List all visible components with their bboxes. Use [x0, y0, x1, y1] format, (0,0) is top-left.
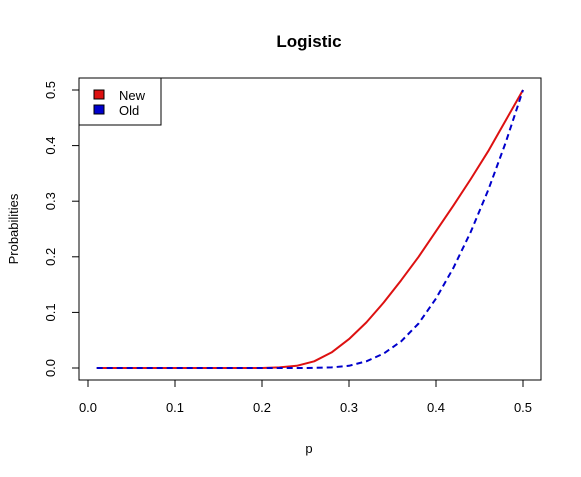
- series-line-old: [96, 89, 524, 369]
- y-axis-title: Probabilities: [6, 193, 21, 264]
- x-axis: 0.0 0.1 0.2 0.3 0.4 0.5: [79, 379, 532, 415]
- legend-box: [78, 77, 162, 126]
- x-axis-title: p: [305, 441, 312, 456]
- y-tick-label: 0.3: [43, 192, 58, 210]
- x-tick-label: 0.5: [514, 400, 532, 415]
- y-tick-label: 0.2: [43, 248, 58, 266]
- y-tick-label: 0.1: [43, 303, 58, 321]
- chart-title: Logistic: [276, 32, 341, 51]
- x-tick-label: 0.2: [253, 400, 271, 415]
- y-axis: 0.0 0.1 0.2 0.3 0.4 0.5: [43, 81, 80, 377]
- legend-swatch-old: [93, 104, 105, 115]
- legend-swatch-new: [93, 89, 105, 100]
- legend-label-new: New: [119, 88, 146, 103]
- y-tick-label: 0.5: [43, 81, 58, 99]
- series-line-new: [96, 89, 524, 369]
- x-tick-label: 0.0: [79, 400, 97, 415]
- x-tick-label: 0.4: [427, 400, 445, 415]
- y-tick-label: 0.4: [43, 137, 58, 155]
- series-layer: [96, 89, 524, 369]
- x-tick-label: 0.1: [166, 400, 184, 415]
- x-tick-label: 0.3: [340, 400, 358, 415]
- y-tick-label: 0.0: [43, 359, 58, 377]
- legend-label-old: Old: [119, 103, 139, 118]
